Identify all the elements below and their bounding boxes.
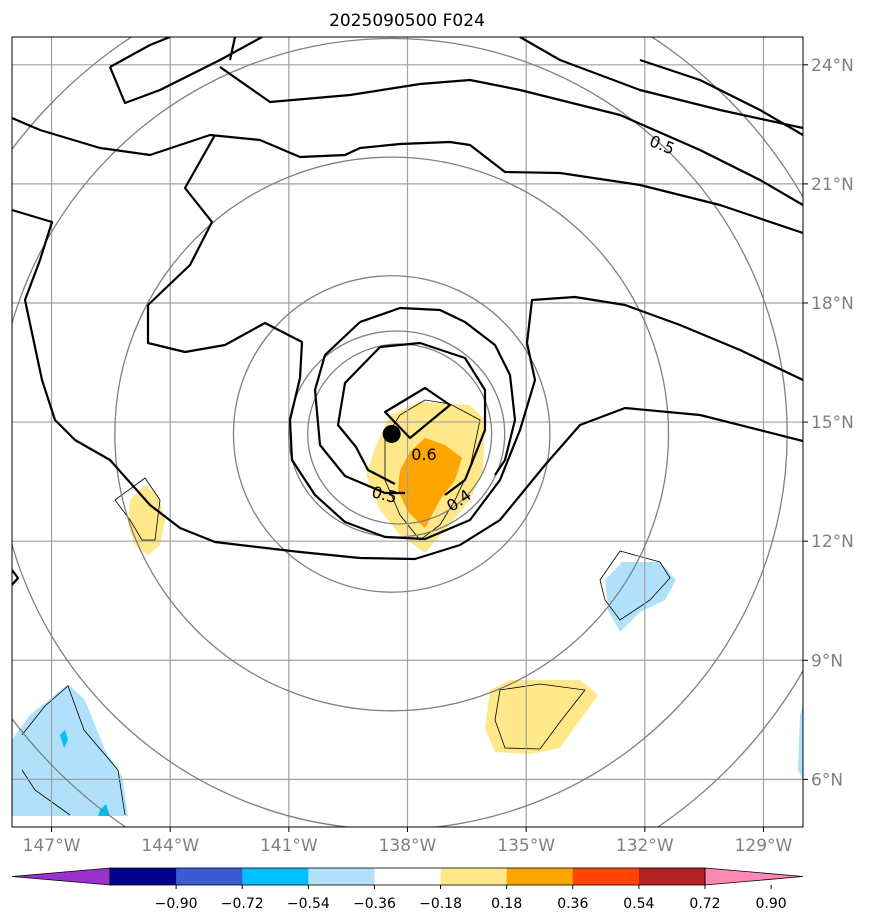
contour-mid-1 <box>12 116 803 235</box>
contour-lines <box>12 37 803 586</box>
colorbar: −0.90 −0.72 −0.54 −0.36 −0.18 0.18 0.36 0.54 0.7… <box>11 867 804 912</box>
colorbar-segment-8 <box>638 868 706 885</box>
longitude-ticks: 147°W 144°W 141°W 138°W 135°W 132°W 129°W <box>23 827 793 856</box>
contour-mid-2 <box>12 208 803 561</box>
colorbar-tick-label-2: −0.54 <box>287 896 330 912</box>
colorbar-tick-label-4: −0.18 <box>419 896 462 912</box>
fill-blue-southwest <box>12 684 128 816</box>
colorbar-segment-6 <box>506 868 574 885</box>
lat-tick-label-0: 24°N <box>811 56 854 76</box>
colorbar-extend-low <box>11 867 111 886</box>
range-ring-1 <box>114 156 670 712</box>
lon-tick-label-4: 135°W <box>497 836 555 856</box>
range-ring-0 <box>232 275 551 593</box>
fill-orange-center <box>398 438 462 528</box>
lat-tick-label-2: 18°N <box>811 294 854 314</box>
fill-blue-east-edge <box>798 705 803 780</box>
colorbar-tick-label-9: 0.90 <box>756 896 787 912</box>
contour-top-6 <box>639 58 803 136</box>
colorbar-extend-high <box>704 867 804 886</box>
colorbar-segment-3 <box>308 868 375 885</box>
contour-top-4 <box>228 37 237 61</box>
lon-tick-label-5: 132°W <box>616 836 674 856</box>
lon-tick-label-2: 141°W <box>260 836 318 856</box>
map-title: 2025090500 F024 <box>329 11 485 31</box>
storm-center-marker <box>382 424 401 443</box>
contour-top-2 <box>108 37 263 105</box>
contour-inner-4 <box>336 346 396 485</box>
colorbar-tick-label-8: 0.72 <box>689 896 720 912</box>
lat-tick-label-1: 21°N <box>811 175 854 195</box>
fill-blue-east <box>605 562 676 632</box>
gridlines <box>12 37 803 827</box>
colorbar-frame <box>109 867 706 886</box>
fill-yellow-south <box>485 680 598 754</box>
contour-top-5 <box>519 37 803 130</box>
colorbar-tick-label-7: 0.54 <box>623 896 654 912</box>
contour-mid-3 <box>12 569 20 586</box>
contour-top-3 <box>219 66 803 206</box>
contour-label-06: 0.6 <box>411 445 436 464</box>
contour-ring-1 <box>147 134 216 306</box>
lon-tick-label-1: 144°W <box>141 836 199 856</box>
shading-outlines <box>21 399 671 816</box>
contour-inner-1 <box>359 306 517 476</box>
lat-tick-label-3: 15°N <box>811 413 854 433</box>
lat-tick-label-4: 12°N <box>811 532 854 552</box>
lat-tick-label-5: 9°N <box>811 651 843 671</box>
lon-tick-label-0: 147°W <box>23 836 81 856</box>
contour-core <box>383 386 452 440</box>
colorbar-segment-7 <box>572 868 640 885</box>
fill-yellow-west <box>128 485 165 555</box>
fill-cyan-spot-b <box>98 804 110 816</box>
anomaly-fills <box>12 402 803 816</box>
fill-cyan-spot-a <box>60 730 68 748</box>
colorbar-segment-2 <box>242 868 309 885</box>
colorbar-segment-4 <box>374 868 442 885</box>
range-ring-2 <box>12 37 788 827</box>
lon-tick-label-3: 138°W <box>379 836 437 856</box>
colorbar-tick-label-0: −0.90 <box>155 896 198 912</box>
latitude-ticks: 24°N 21°N 18°N 15°N 12°N 9°N 6°N <box>803 56 854 790</box>
contour-inner-3 <box>379 341 487 496</box>
lat-tick-label-6: 6°N <box>811 770 843 790</box>
colorbar-segment-1 <box>176 868 243 885</box>
contour-ring-2 <box>146 295 803 541</box>
colorbar-segment-0 <box>110 868 177 885</box>
contour-top-1 <box>109 37 171 68</box>
colorbar-tick-label-3: −0.36 <box>353 896 396 912</box>
colorbar-tick-label-1: −0.72 <box>221 896 264 912</box>
colorbar-tick-label-6: 0.36 <box>557 896 588 912</box>
colorbar-segment-5 <box>440 868 508 885</box>
lon-tick-label-6: 129°W <box>735 836 793 856</box>
colorbar-tick-label-5: 0.18 <box>491 896 522 912</box>
contour-inner-2 <box>313 321 405 495</box>
